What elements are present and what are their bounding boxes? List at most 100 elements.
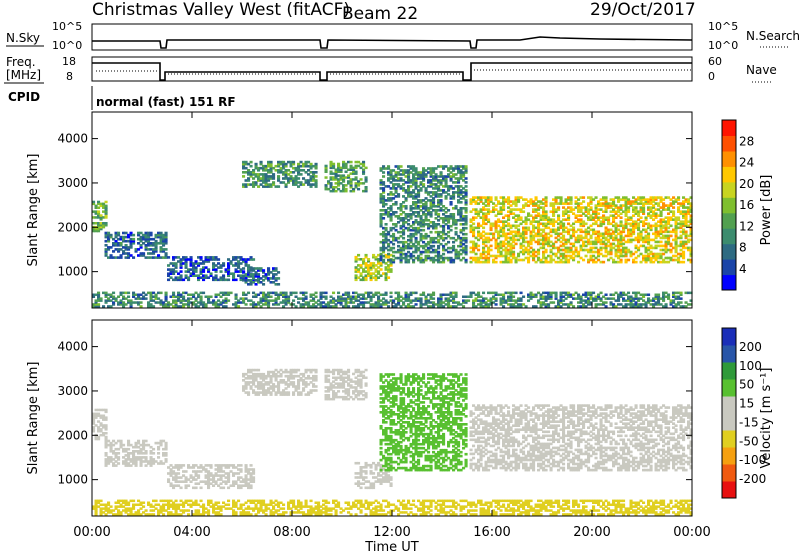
power-cell	[382, 213, 386, 216]
power-cell	[469, 220, 473, 223]
power-cell	[422, 228, 426, 232]
power-cell	[414, 197, 418, 200]
power-cell	[599, 291, 603, 295]
power-cell	[629, 240, 633, 244]
power-cell	[262, 271, 266, 274]
power-cell	[429, 240, 433, 244]
power-cell	[392, 250, 396, 254]
power-cell	[139, 293, 143, 296]
power-cell	[514, 204, 518, 207]
power-cell	[487, 240, 491, 244]
power-cell	[607, 206, 611, 209]
power-cell	[454, 295, 458, 298]
power-cell	[544, 250, 548, 254]
velocity-cell	[219, 466, 223, 469]
power-cell	[274, 301, 278, 304]
power-cell	[489, 254, 493, 258]
power-cell	[487, 258, 491, 262]
power-cell	[139, 246, 143, 249]
power-cell	[332, 176, 336, 179]
power-cell	[337, 184, 341, 187]
power-cell	[249, 269, 253, 272]
power-cell	[512, 234, 516, 238]
power-cell	[659, 218, 663, 221]
power-cell	[267, 279, 271, 282]
power-cell	[437, 305, 441, 308]
power-cell	[344, 293, 348, 296]
power-cell	[144, 235, 148, 239]
power-cell	[122, 297, 126, 300]
power-cell	[427, 226, 431, 230]
power-cell	[242, 160, 246, 164]
freq-tick-bottom: 8	[66, 70, 73, 83]
power-cell	[624, 200, 628, 203]
power-cell	[164, 237, 168, 241]
power-cell	[542, 236, 546, 240]
power-cell	[449, 250, 453, 254]
power-cell	[469, 260, 473, 264]
power-cell	[554, 228, 558, 232]
power-cell	[527, 240, 531, 244]
power-cell	[689, 196, 693, 199]
power-cell	[419, 221, 423, 224]
power-cell	[454, 232, 458, 236]
power-cell	[647, 248, 651, 252]
power-cell	[452, 217, 456, 220]
power-cell	[457, 236, 461, 240]
power-cell	[657, 232, 661, 236]
power-cell	[379, 258, 383, 262]
power-cell	[399, 230, 403, 234]
power-cell	[552, 204, 556, 207]
velocity-cell	[104, 460, 108, 463]
velocity-cell	[137, 439, 141, 443]
power-cell	[484, 236, 488, 240]
power-cell	[407, 187, 411, 190]
power-cell	[267, 293, 271, 296]
power-cell	[464, 199, 468, 202]
power-cell	[107, 299, 111, 302]
power-cell	[594, 305, 598, 308]
power-cell	[432, 191, 436, 194]
power-cell	[597, 252, 601, 256]
power-cell	[349, 164, 353, 168]
power-cell	[474, 246, 478, 250]
power-cell	[547, 220, 551, 223]
power-cell	[117, 248, 121, 251]
power-cell	[329, 295, 333, 298]
power-cell	[452, 207, 456, 210]
power-cell	[379, 215, 383, 218]
power-cell	[179, 293, 183, 296]
velocity-cell	[184, 476, 188, 479]
power-cell	[259, 162, 263, 166]
power-cell	[414, 201, 418, 204]
power-cell	[622, 198, 626, 201]
power-cell	[404, 217, 408, 220]
power-cell	[384, 238, 388, 242]
velocity-cell	[152, 462, 156, 465]
power-cell	[682, 256, 686, 260]
power-cell	[662, 224, 666, 228]
power-cell	[222, 299, 226, 302]
power-cell	[427, 213, 431, 216]
power-cell	[212, 262, 216, 265]
power-cell	[614, 226, 618, 230]
power-cell	[492, 295, 496, 298]
power-cell	[664, 244, 668, 248]
power-cell	[154, 297, 158, 300]
power-cell	[437, 203, 441, 206]
velocity-cell	[172, 486, 176, 490]
power-cell	[559, 240, 563, 244]
velocity-cell	[157, 452, 161, 455]
power-cell	[387, 276, 391, 279]
power-cell	[287, 160, 291, 164]
power-cell	[502, 230, 506, 234]
power-cell	[619, 291, 623, 295]
velocity-cell	[147, 443, 151, 447]
power-cell	[452, 197, 456, 200]
power-cell	[527, 258, 531, 262]
power-cell	[224, 291, 228, 295]
velocity-cell	[219, 470, 223, 473]
power-cell	[192, 301, 196, 304]
velocity-cell	[139, 464, 143, 467]
power-cell	[262, 269, 266, 272]
